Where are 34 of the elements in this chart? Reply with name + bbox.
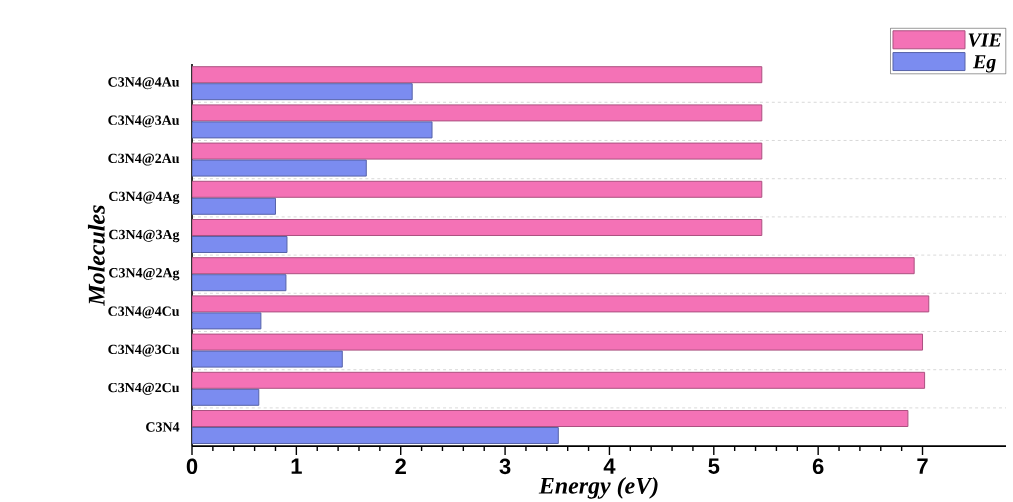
x-tick-label: 7 — [917, 458, 928, 474]
bar — [192, 274, 287, 292]
y-tick-label: C3N4@4Cu — [108, 306, 180, 319]
bar — [192, 388, 260, 406]
y-tick-label: C3N4@2Au — [108, 153, 180, 166]
bar — [192, 257, 915, 275]
y-tick-label: C3N4@3Ag — [109, 229, 180, 243]
y-tick-label: C3N4@2Ag — [109, 267, 180, 281]
y-tick-label: C3N4@4Au — [108, 77, 180, 90]
x-axis-title: Energy (eV) — [538, 476, 658, 499]
x-tick-label: 4 — [603, 458, 616, 474]
bar — [192, 83, 413, 101]
y-tick-label: C3N4@3Cu — [108, 344, 180, 357]
x-tick-label: 0 — [186, 458, 198, 475]
x-tick-label: 5 — [708, 458, 720, 474]
bar — [192, 235, 288, 253]
x-tick-label: 2 — [395, 458, 406, 474]
y-tick-label: C3N4@4Ag — [109, 191, 180, 204]
bar — [192, 66, 763, 84]
y-tick-label: C3N4@3Au — [108, 115, 180, 128]
y-tick-label: C3N4@2Cu — [108, 382, 180, 395]
bar — [192, 426, 559, 444]
bar — [192, 371, 926, 389]
legend-label: VIE — [968, 33, 1001, 47]
bar — [192, 409, 909, 427]
x-tick-label: 6 — [812, 458, 824, 475]
legend-label: Eg — [972, 55, 996, 73]
y-tick-label: C3N4 — [146, 422, 180, 432]
x-tick-label: 1 — [291, 458, 302, 474]
bar — [192, 180, 763, 198]
y-axis-title: Molecules — [87, 205, 105, 306]
bar — [192, 197, 276, 215]
bar — [192, 218, 763, 236]
x-tick-label: 3 — [499, 458, 511, 475]
